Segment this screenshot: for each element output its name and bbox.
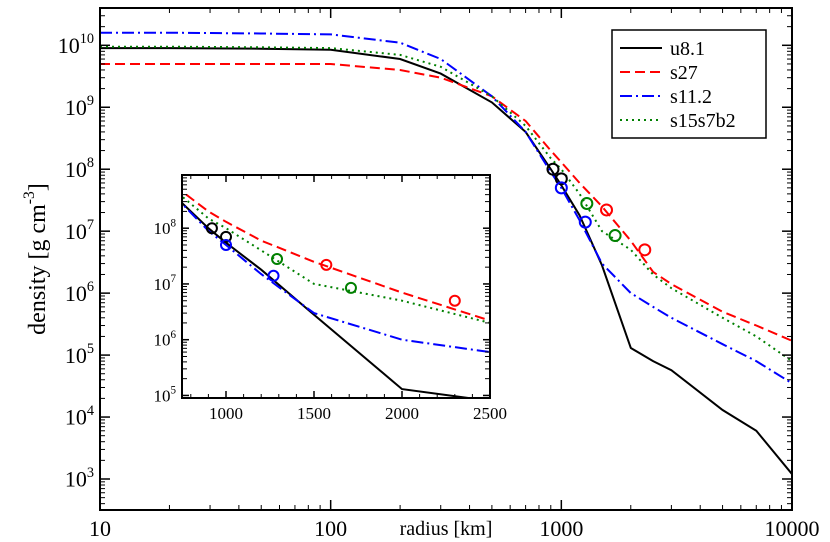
x-tick-label: 100 (314, 516, 347, 541)
y-tick-label: 107 (65, 217, 94, 244)
legend-label: u8.1 (670, 38, 705, 60)
marker (220, 238, 232, 251)
legend-label: s11.2 (670, 86, 712, 108)
plot-frame (181, 174, 491, 399)
legend-label: s15s7b2 (670, 110, 736, 132)
x-tick-label: 1000 (539, 516, 583, 541)
plot-frame (99, 7, 793, 511)
series-line (182, 190, 490, 322)
y-tick-label: 1010 (58, 31, 94, 58)
series-line (100, 63, 792, 342)
x-tick-label: 10000 (765, 516, 820, 541)
marker (546, 162, 560, 176)
marker (267, 269, 280, 282)
x-tick-label: 2000 (385, 404, 419, 423)
plot-area (182, 175, 490, 398)
x-tick-label: 1000 (209, 404, 243, 423)
marker (220, 230, 232, 243)
plot-lines (100, 31, 792, 475)
series-line (182, 195, 490, 324)
x-axis-label: radius [km] (400, 518, 493, 540)
x-tick-label: 2500 (473, 404, 507, 423)
y-tick-label: 109 (65, 93, 94, 120)
marker (600, 203, 614, 217)
y-tick-label: 103 (65, 465, 94, 492)
marker (320, 258, 333, 271)
marker (638, 243, 652, 257)
y-tick-label: 105 (153, 385, 176, 406)
legend-label: s27 (670, 62, 698, 84)
y-tick-label: 108 (153, 217, 176, 238)
y-tick-label: 108 (65, 155, 94, 182)
series-line (182, 202, 490, 354)
series-line (182, 201, 476, 398)
marker (554, 181, 568, 195)
y-tick-label: 106 (65, 279, 94, 306)
marker (448, 294, 461, 307)
marker (344, 281, 357, 294)
marker (271, 253, 284, 266)
x-tick-label: 10 (89, 516, 111, 541)
y-tick-label: 104 (65, 403, 94, 430)
y-tick-label: 106 (153, 329, 176, 350)
y-tick-label: 105 (65, 341, 94, 368)
marker (205, 222, 218, 235)
plot-lines (182, 190, 490, 398)
x-tick-label: 1500 (297, 404, 331, 423)
y-axis-label: density [g cm-3] (21, 183, 51, 335)
marker (578, 215, 592, 229)
marker (608, 229, 622, 243)
y-tick-label: 107 (153, 273, 176, 294)
marker (554, 172, 568, 186)
marker (580, 196, 594, 210)
